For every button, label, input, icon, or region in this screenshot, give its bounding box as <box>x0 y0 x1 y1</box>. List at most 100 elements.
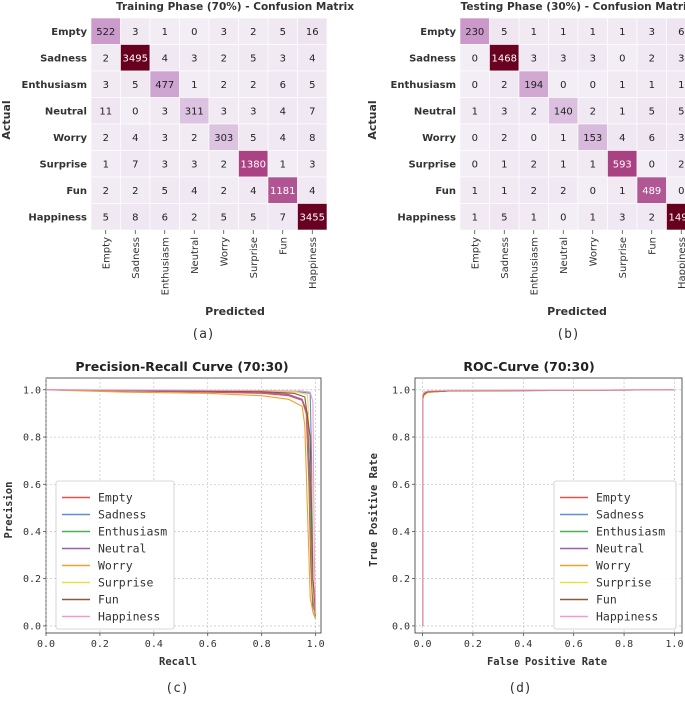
cm-cell <box>577 203 608 231</box>
cm-cell-value: 1 <box>590 27 596 38</box>
cm-cell-value: 2 <box>531 106 537 117</box>
cm-cell-value: 1 <box>590 212 596 223</box>
cm-x-axis-label: Predicted <box>547 305 607 318</box>
cm-title: Testing Phase (30%) - Confusion Matrix <box>461 1 685 13</box>
cm-cell <box>238 44 269 72</box>
cm-cell <box>90 17 121 45</box>
cm-cell-value: 153 <box>583 133 602 144</box>
cm-cell-value: 2 <box>250 80 256 91</box>
cm-cell-value: 11 <box>99 106 112 117</box>
cm-row-label: Enthusiasm <box>22 80 87 91</box>
x-axis-label: Recall <box>159 656 197 668</box>
cm-cell-value: 5 <box>250 133 256 144</box>
cm-cell-value: 1494 <box>669 212 685 223</box>
cm-cell-value: 5 <box>309 80 315 91</box>
cm-cell-value: 1 <box>501 186 507 197</box>
series-line-happiness <box>45 389 317 615</box>
cm-cell-value: 3 <box>132 27 138 38</box>
cm-cell <box>489 44 520 72</box>
cm-cell-value: 3 <box>649 27 655 38</box>
cm-cell <box>607 44 638 72</box>
cm-cell <box>149 17 180 45</box>
cm-col-label: Happiness <box>308 237 319 289</box>
cm-cell-value: 3 <box>221 27 227 38</box>
cm-cell-value: 7 <box>309 106 315 117</box>
cm-row-label: Surprise <box>39 159 87 170</box>
cm-cell <box>607 123 638 151</box>
cm-cell <box>548 123 579 151</box>
cm-cell-value: 5 <box>132 80 138 91</box>
cm-cell <box>120 44 151 72</box>
cm-cell <box>297 203 328 231</box>
cm-cell-value: 0 <box>590 186 596 197</box>
cm-row-label: Neutral <box>45 106 87 117</box>
cm-cell-value: 2 <box>191 212 197 223</box>
cm-cell <box>607 97 638 125</box>
cm-cell <box>90 70 121 98</box>
cm-cell <box>208 70 239 98</box>
cm-cell <box>120 17 151 45</box>
cm-cell-value: 2 <box>501 133 507 144</box>
cm-title: Training Phase (70%) - Confusion Matrix <box>116 1 354 13</box>
cm-cell-value: 0 <box>531 133 537 144</box>
cm-cell-value: 311 <box>185 106 204 117</box>
cm-cell <box>120 150 151 178</box>
cm-cell-value: 2 <box>132 186 138 197</box>
cm-cell-value: 5 <box>162 186 168 197</box>
cm-col-label: Worry <box>219 237 230 266</box>
y-tick-label: 0.2 <box>392 574 410 585</box>
cm-cell-value: 0 <box>191 27 197 38</box>
cm-cell-value: 1 <box>103 159 109 170</box>
cm-cell-value: 4 <box>280 133 286 144</box>
cm-cell <box>489 176 520 204</box>
cm-row-label: Happiness <box>28 212 87 223</box>
cm-cell-value: 0 <box>560 80 566 91</box>
cm-cell-value: 1 <box>619 27 625 38</box>
cm-cell-value: 3 <box>560 53 566 64</box>
cm-cell <box>267 70 298 98</box>
cm-cell-value: 0 <box>678 186 684 197</box>
cm-cell-value: 2 <box>590 106 596 117</box>
x-tick-label: 1.0 <box>307 639 325 650</box>
series-line-fun <box>45 389 317 615</box>
legend-entry: Sadness <box>98 508 146 522</box>
subfigure-label-c: (c) <box>165 681 188 696</box>
cm-cell-value: 2 <box>103 53 109 64</box>
cm-cell-value: 2 <box>649 212 655 223</box>
y-axis-label: True Positive Rate <box>368 453 380 567</box>
cm-row-label: Sadness <box>40 53 87 64</box>
x-tick-label: 0.8 <box>253 639 271 650</box>
cm-cell-value: 2 <box>250 27 256 38</box>
cm-cell-value: 5 <box>501 27 507 38</box>
cm-cell-value: 1 <box>678 80 684 91</box>
cm-cell-value: 3 <box>162 106 168 117</box>
cm-cell-value: 4 <box>309 186 315 197</box>
cm-cell <box>459 203 490 231</box>
cm-col-label: Enthusiasm <box>529 237 540 295</box>
legend: Empty Sadness Enthusiasm Neutral Worry Surpri… <box>553 480 677 630</box>
cm-cell <box>518 203 549 231</box>
cm-cell-value: 8 <box>309 133 315 144</box>
cm-cell-value: 3 <box>678 133 684 144</box>
cm-cell <box>636 17 667 45</box>
cm-cell-value: 1 <box>560 27 566 38</box>
cm-cell-value: 0 <box>560 212 566 223</box>
legend-entry: Fun <box>596 593 617 607</box>
cm-cell <box>518 123 549 151</box>
cm-cell-value: 3 <box>309 159 315 170</box>
cm-cell-value: 3 <box>590 53 596 64</box>
cm-cell-value: 0 <box>619 53 625 64</box>
cm-cell-value: 1181 <box>270 186 295 197</box>
series-line-worry <box>45 389 317 619</box>
x-tick-label: 0.8 <box>615 639 633 650</box>
roc-chart: ROC-Curve (70:30) False Positive Rate Tr… <box>368 359 683 668</box>
cm-cell-value: 4 <box>191 186 197 197</box>
x-tick-label: 0.0 <box>37 639 55 650</box>
y-tick-label: 1.0 <box>392 385 410 396</box>
legend-box <box>553 480 677 630</box>
cm-cell-value: 6 <box>162 212 168 223</box>
cm-cell-value: 7 <box>280 212 286 223</box>
cm-cell-value: 3 <box>678 53 684 64</box>
legend-entry: Empty <box>596 491 631 505</box>
cm-cell-value: 3 <box>191 53 197 64</box>
